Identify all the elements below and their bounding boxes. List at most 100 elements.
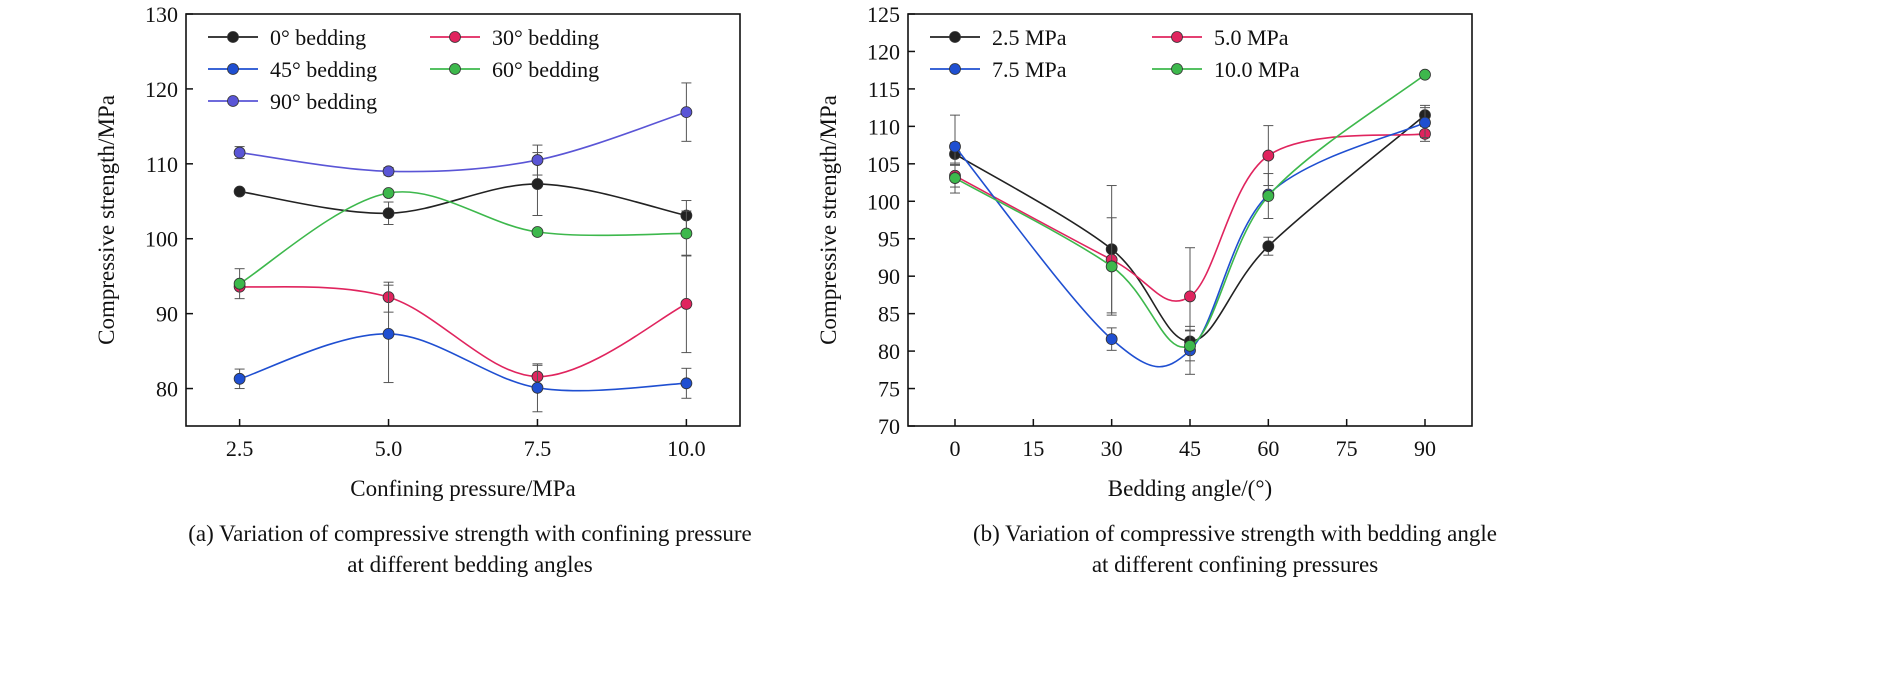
y-tick-label: 115: [868, 77, 900, 102]
series-5.0-MPa: [949, 125, 1431, 346]
legend-item: 5.0 MPa: [1152, 25, 1289, 50]
legend-label: 7.5 MPa: [992, 57, 1067, 82]
legend: 0° bedding 30° bedding 45° bedding 60° bedd…: [208, 25, 599, 114]
y-tick-label: 100: [145, 227, 178, 252]
x-tick-label: 2.5: [226, 436, 254, 461]
x-tick-label: 15: [1022, 436, 1044, 461]
data-point: [949, 140, 961, 153]
data-point: [1419, 68, 1431, 81]
legend-marker: [227, 31, 239, 43]
legend: 2.5 MPa 5.0 MPa 7.5 MPa 10.0 MPa: [930, 25, 1300, 82]
legend-item: 45° bedding: [208, 57, 377, 82]
data-point: [531, 226, 544, 238]
y-tick-label: 120: [145, 77, 178, 102]
legend-marker: [1171, 63, 1183, 75]
data-point: [949, 172, 961, 184]
series-line: [239, 285, 687, 378]
caption-b-line1: (b) Variation of compressive strength wi…: [973, 521, 1497, 546]
y-tick-label: 95: [878, 227, 900, 252]
data-point: [233, 277, 246, 290]
y-tick-label: 110: [868, 114, 900, 139]
data-point: [680, 227, 693, 240]
data-point: [680, 106, 693, 119]
x-tick-label: 0: [950, 436, 961, 461]
series-45-bedding: [233, 284, 693, 413]
data-point: [1184, 339, 1196, 352]
y-tick-label: 125: [867, 2, 900, 27]
y-axis-label: Compressive strength/MPa: [816, 95, 841, 345]
x-tick-label: 30: [1101, 436, 1123, 461]
caption-b: (b) Variation of compressive strength wi…: [835, 518, 1635, 580]
caption-b-line2: at different confining pressures: [1091, 552, 1379, 577]
y-tick-label: 100: [867, 189, 900, 214]
data-point: [1105, 333, 1118, 346]
x-tick-label: 90: [1414, 436, 1436, 461]
data-point: [680, 377, 693, 390]
series-line: [239, 183, 687, 217]
series-90-bedding: [233, 82, 693, 178]
legend-marker: [227, 63, 239, 75]
legend-marker: [1171, 31, 1183, 43]
legend-item: 10.0 MPa: [1152, 57, 1300, 82]
figure: 80 90 100 110 120 130 2.5 5.0 7.5 10.0 Confining p…: [94, 2, 1473, 501]
y-tick-label: 85: [878, 302, 900, 327]
legend-item: 7.5 MPa: [930, 57, 1067, 82]
x-tick-label: 60: [1257, 436, 1279, 461]
legend-label: 60° bedding: [492, 57, 599, 82]
data-point: [1105, 260, 1118, 273]
legend-marker: [949, 63, 961, 75]
legend-item: 0° bedding: [208, 25, 366, 50]
series-0-bedding: [233, 152, 693, 231]
series-line: [239, 191, 687, 285]
data-point: [1262, 149, 1275, 162]
y-tick-label: 110: [146, 152, 178, 177]
x-axis-label: Bedding angle/(°): [1108, 476, 1272, 501]
x-tick-label: 10.0: [667, 436, 706, 461]
series-30-bedding: [233, 254, 693, 389]
data-point: [1419, 116, 1431, 129]
data-point: [531, 154, 544, 166]
x-axis-label: Confining pressure/MPa: [350, 476, 576, 501]
legend-item: 2.5 MPa: [930, 25, 1067, 50]
data-point: [680, 297, 693, 310]
data-point: [233, 372, 246, 385]
caption-a-line1: (a) Variation of compressive strength wi…: [188, 521, 752, 546]
data-point: [382, 327, 395, 340]
legend-label: 5.0 MPa: [1214, 25, 1289, 50]
data-point: [382, 187, 395, 199]
data-point: [233, 146, 246, 159]
legend-item: 30° bedding: [430, 25, 599, 50]
legend-item: 90° bedding: [208, 89, 377, 114]
x-tick-label: 45: [1179, 436, 1201, 461]
y-tick-label: 80: [156, 377, 178, 402]
legend-marker: [949, 31, 961, 43]
y-tick-label: 75: [878, 377, 900, 402]
series-10.0-MPa: [949, 68, 1431, 362]
data-point: [382, 207, 395, 220]
x-tick-label: 7.5: [524, 436, 552, 461]
data-point: [233, 185, 246, 198]
caption-a-line2: at different bedding angles: [347, 552, 593, 577]
legend-label: 0° bedding: [270, 25, 366, 50]
legend-label: 10.0 MPa: [1214, 57, 1300, 82]
data-point: [531, 381, 544, 394]
y-tick-label: 120: [867, 39, 900, 64]
plot-frame: [185, 13, 741, 427]
caption-a: (a) Variation of compressive strength wi…: [70, 518, 870, 580]
data-point: [382, 165, 395, 178]
data-point: [531, 178, 544, 190]
legend-item: 60° bedding: [430, 57, 599, 82]
y-tick-label: 105: [867, 152, 900, 177]
legend-label: 2.5 MPa: [992, 25, 1067, 50]
legend-label: 30° bedding: [492, 25, 599, 50]
legend-marker: [449, 31, 461, 43]
y-tick-label: 90: [156, 302, 178, 327]
x-tick-label: 75: [1336, 436, 1358, 461]
data-point: [1184, 290, 1196, 303]
y-tick-label: 90: [878, 264, 900, 289]
y-tick-label: 80: [878, 339, 900, 364]
legend-label: 45° bedding: [270, 57, 377, 82]
chart-a: 80 90 100 110 120 130 2.5 5.0 7.5 10.0 Confining p…: [94, 2, 741, 501]
chart-b: 70 75 80 85 90 95 100 105 110 115 120 125 0 15 30 45 60 7…: [816, 2, 1473, 501]
legend-marker: [227, 95, 239, 107]
